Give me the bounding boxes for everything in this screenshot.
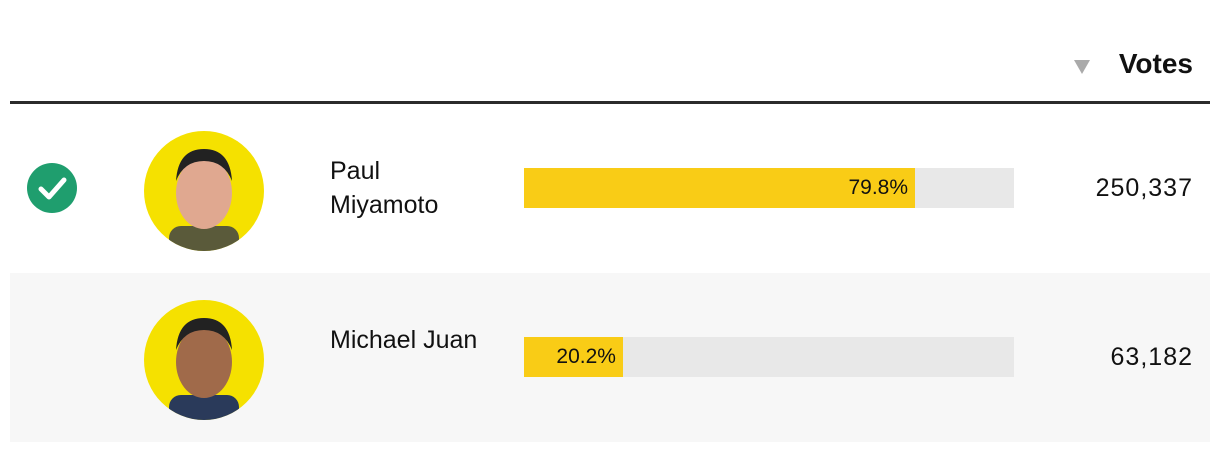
table-header: Votes	[10, 0, 1210, 104]
percent-label: 79.8%	[848, 176, 909, 199]
candidate-photo	[144, 131, 264, 251]
candidate-name: Paul Miyamoto	[330, 157, 439, 219]
bar-track: 20.2%	[524, 337, 1014, 377]
candidate-row: Michael Juan 20.2% 63,182	[10, 273, 1210, 442]
winner-check	[27, 163, 77, 213]
candidate-photo	[144, 300, 264, 420]
vote-count: 250,337	[1095, 174, 1193, 202]
vote-share-bar: 79.8%	[524, 168, 916, 208]
bar-track: 79.8%	[524, 168, 1014, 208]
percent-label: 20.2%	[556, 345, 616, 368]
sort-arrow[interactable]	[1074, 60, 1090, 74]
votes-header[interactable]: Votes	[1118, 48, 1193, 79]
candidate-name: Michael Juan	[330, 326, 478, 354]
vote-count: 63,182	[1110, 343, 1193, 371]
vote-share-bar: 20.2%	[524, 337, 623, 377]
candidate-row: Paul Miyamoto 79.8% 250,337	[10, 104, 1210, 274]
